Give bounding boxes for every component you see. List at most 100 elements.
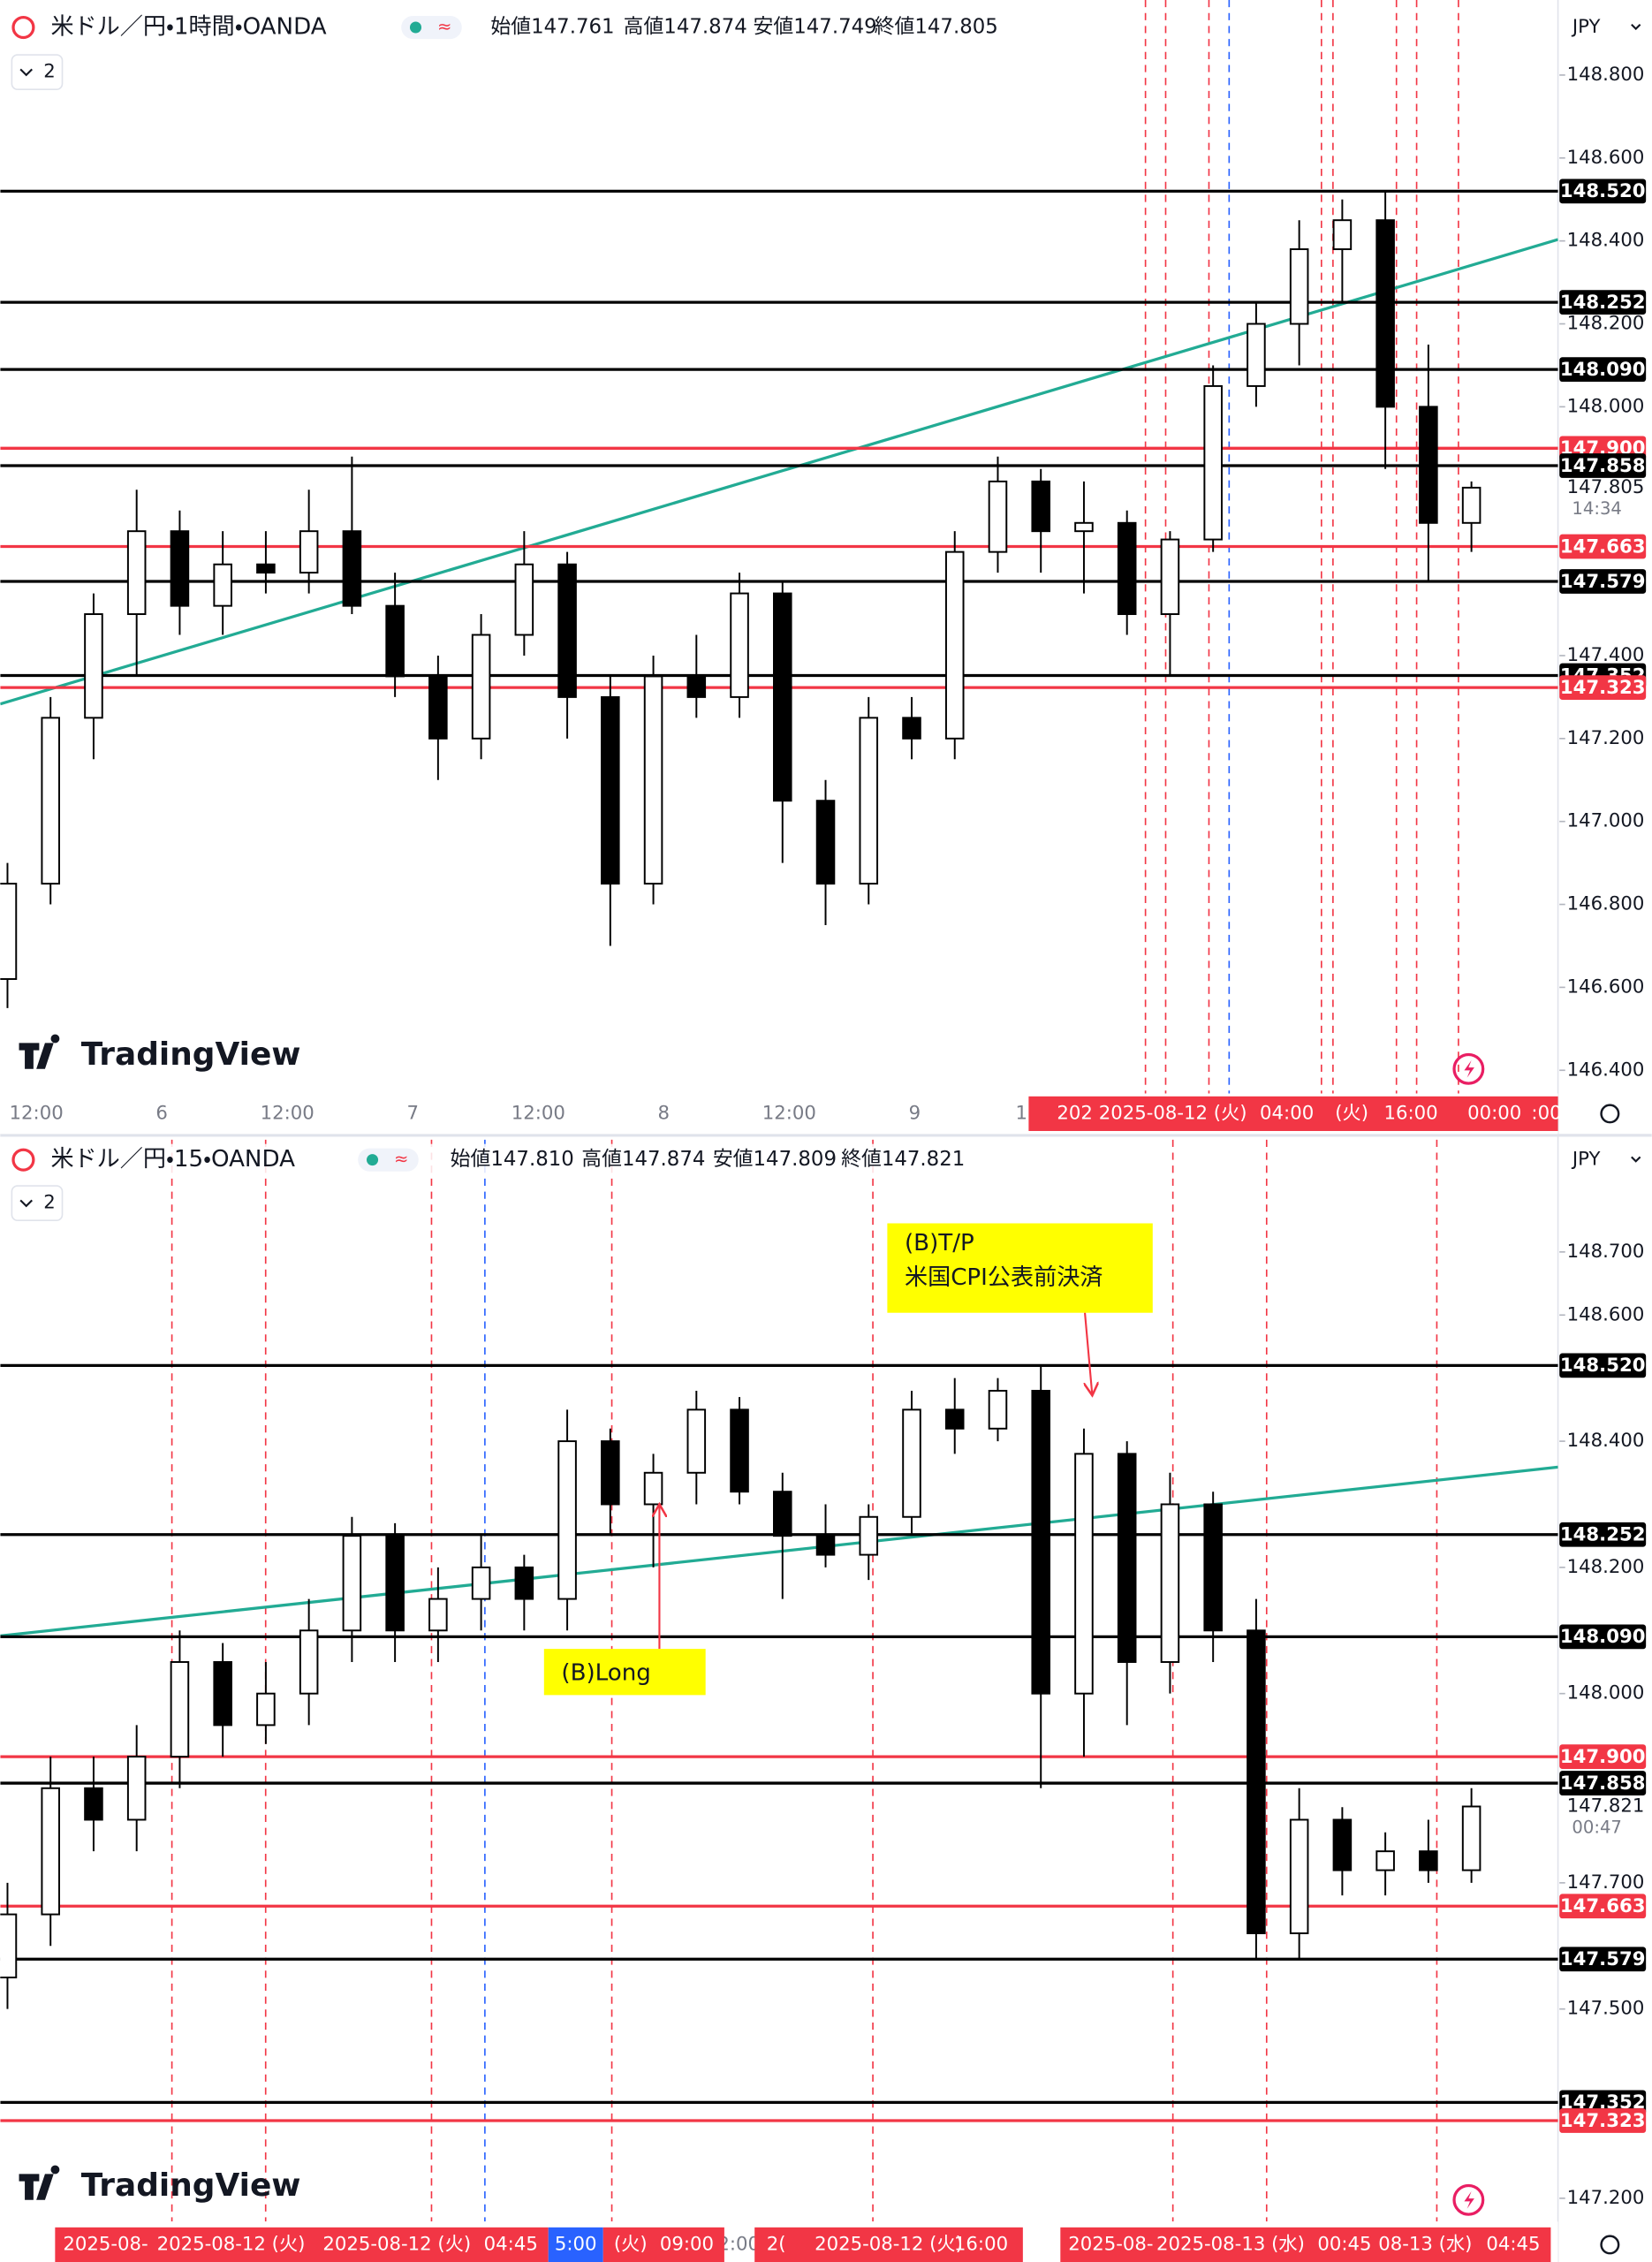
settings-icon[interactable]	[1600, 1104, 1620, 1124]
indicator-count: 2	[43, 61, 56, 83]
ohlc-value: 高値147.874	[624, 16, 747, 39]
time-highlight-label: 202	[1057, 1102, 1093, 1124]
candle-body	[1074, 521, 1094, 533]
y-tick-label: 147.200	[1567, 727, 1645, 749]
market-open-dot	[367, 1154, 379, 1166]
time-highlight	[55, 2227, 549, 2262]
level-label-bg	[1559, 569, 1647, 594]
time-highlight	[548, 2227, 603, 2262]
candle-body	[385, 1535, 405, 1632]
annotation-text: 米国CPI公表前決済	[905, 1264, 1103, 1291]
delay-icon: ≈	[437, 17, 451, 37]
time-highlight-label: 00:45	[1317, 2233, 1371, 2255]
candle-body	[1203, 384, 1223, 541]
candle-body	[41, 717, 60, 885]
time-highlight-label: 16:00	[1383, 1102, 1437, 1124]
time-highlight	[602, 2227, 724, 2262]
level-label: 148.252	[1560, 292, 1646, 314]
level-label: 148.090	[1560, 1626, 1646, 1648]
candle-body	[601, 695, 620, 885]
candle-body	[988, 480, 1008, 553]
annotation-text: (B)T/P	[905, 1230, 974, 1256]
level-label: 147.579	[1560, 1948, 1646, 1970]
chevron	[1631, 24, 1641, 31]
candle-body	[1461, 1805, 1481, 1871]
time-highlight-label: (火)	[1335, 1102, 1368, 1124]
y-tick-label: 148.000	[1567, 395, 1645, 417]
candle-body	[471, 1566, 491, 1600]
level-label-bg	[1559, 1771, 1647, 1795]
y-tick-label: 148.000	[1567, 1682, 1645, 1704]
candle-body	[1419, 406, 1438, 524]
time-highlight-label: 2025-08-13 (水)	[1156, 2233, 1305, 2255]
ohlc-value: 始値147.810	[451, 1148, 574, 1171]
candle-body	[1332, 1818, 1353, 1871]
candle-body	[944, 550, 965, 740]
time-label: 12:00	[10, 1102, 64, 1124]
candle-body	[0, 883, 18, 981]
market-open-dot	[409, 21, 422, 34]
y-tick-label: 148.800	[1567, 64, 1645, 86]
candle-body	[859, 1515, 879, 1556]
y-tick-label: 148.600	[1567, 147, 1645, 169]
time-highlight	[1028, 1096, 1558, 1131]
y-tick-label: 147.000	[1567, 810, 1645, 832]
annotation-box	[543, 1649, 706, 1696]
candle-body	[428, 675, 448, 740]
candle-body	[84, 613, 103, 719]
time-highlight-label: 04:45	[1486, 2233, 1540, 2255]
candle-body	[1375, 1850, 1395, 1871]
indicator-toggle[interactable]: 2	[11, 1185, 64, 1222]
candle-body	[1031, 1389, 1050, 1695]
ohlc-value: 安値147.749	[754, 16, 877, 39]
time-highlight-label: (火)	[614, 2233, 648, 2255]
candle-body	[213, 563, 232, 607]
y-tick-label: 148.200	[1567, 1556, 1645, 1578]
y-tick-label: 148.600	[1567, 1303, 1645, 1325]
time-label: 12:00	[762, 1102, 816, 1124]
y-tick-label: 148.400	[1567, 1430, 1645, 1452]
chevron	[19, 1199, 33, 1208]
level-label: 147.323	[1560, 677, 1646, 699]
status-badge	[401, 15, 462, 40]
time-highlight-label: 2025-08-12 (火)	[322, 2233, 471, 2255]
time-label: 6	[155, 1102, 168, 1124]
y-tick-label: 147.700	[1567, 1871, 1645, 1894]
level-label: 148.520	[1560, 1355, 1646, 1377]
time-highlight-label: 2025-08-12 (火)	[157, 2233, 306, 2255]
candle-body	[773, 1491, 792, 1537]
time-highlight-label: 00:00	[1467, 1102, 1521, 1124]
annotation-box	[887, 1223, 1153, 1313]
currency-label[interactable]: JPY	[1571, 16, 1601, 38]
y-tick-label: 148.200	[1567, 313, 1645, 335]
level-label: 147.663	[1560, 535, 1646, 558]
settings-icon[interactable]	[1600, 2235, 1620, 2255]
header-bg	[0, 11, 1011, 43]
ohlc-value: 終値147.821	[841, 1148, 965, 1171]
time-label: 1	[1015, 1102, 1027, 1124]
time-label: 12:00	[261, 1102, 314, 1124]
time-highlight-label: 04:45	[484, 2233, 538, 2255]
indicator-toggle[interactable]: 2	[11, 54, 64, 91]
level-label: 148.520	[1560, 180, 1646, 202]
level-label: 147.858	[1560, 1772, 1646, 1795]
time-highlight-label: 2025-08-12 (火)	[1099, 1102, 1247, 1124]
candle-body	[126, 530, 147, 616]
level-label-bg	[1559, 1947, 1647, 1972]
ohlc-value: 安値147.809	[713, 1148, 837, 1171]
symbol-icon	[11, 1148, 35, 1172]
level-label-bg	[1559, 453, 1647, 478]
time-highlight-label: 2025-08-	[63, 2233, 148, 2255]
time-label: 8	[658, 1102, 671, 1124]
candle-body	[213, 1660, 232, 1727]
chevron	[19, 68, 33, 77]
candle-body	[1117, 1453, 1137, 1663]
currency-label[interactable]: JPY	[1571, 1149, 1601, 1171]
time-highlight-label: 08-13 (水)	[1378, 2233, 1472, 2255]
candle-body	[256, 563, 276, 574]
alert-icon	[1452, 2183, 1485, 2216]
level-label-bg	[1559, 675, 1647, 700]
watermark: TradingView	[81, 2167, 301, 2204]
annotation-text: (B)Long	[561, 1659, 650, 1686]
